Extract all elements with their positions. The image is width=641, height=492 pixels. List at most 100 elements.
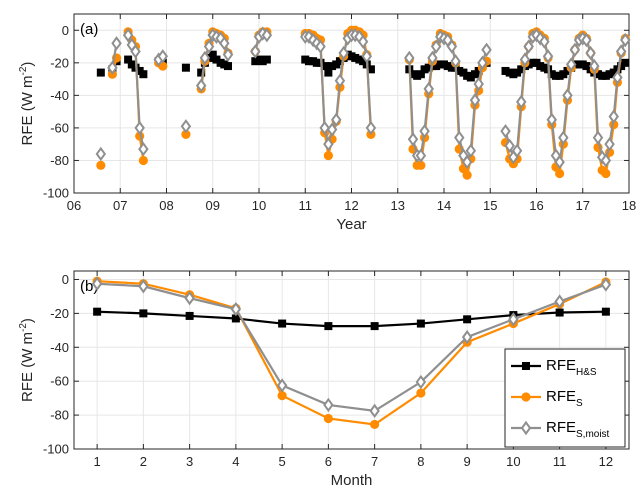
data-point-hs <box>559 70 568 79</box>
y-tick-label: 0 <box>62 23 69 38</box>
data-point-s <box>277 391 287 401</box>
x-tick-label: 4 <box>232 454 239 469</box>
data-point-moist <box>331 112 342 127</box>
data-point-moist <box>199 50 211 66</box>
data-point-hs <box>93 307 102 316</box>
data-point-hs <box>605 70 614 79</box>
data-point-hs <box>601 307 610 316</box>
data-point-moist <box>315 39 326 54</box>
data-point-hs <box>547 70 556 79</box>
data-point-moist <box>122 27 134 43</box>
data-point-moist <box>138 141 149 157</box>
x-tick-label: 9 <box>464 454 471 469</box>
data-point-hs <box>466 73 475 82</box>
data-point-hs <box>258 57 267 66</box>
x-tick-label: 3 <box>186 454 193 469</box>
data-point-hs <box>304 57 313 66</box>
data-point-moist <box>450 53 461 69</box>
data-point-moist <box>184 290 195 306</box>
y-tick-label: -100 <box>43 186 69 201</box>
data-point-s <box>181 129 191 140</box>
data-point-s <box>323 150 333 161</box>
x-tick-label: 16 <box>529 198 543 213</box>
data-point-moist <box>592 130 604 145</box>
data-point-s <box>370 419 380 430</box>
x-tick-label: 14 <box>437 198 451 213</box>
data-point-moist <box>319 120 330 136</box>
data-point-moist <box>589 58 600 74</box>
data-point-hs <box>197 68 206 77</box>
data-point-hs <box>432 62 441 71</box>
y-tick-label: -100 <box>43 442 69 457</box>
data-point-s <box>416 160 426 170</box>
data-point-hs <box>416 70 425 79</box>
data-point-moist <box>554 154 565 170</box>
data-point-moist <box>546 112 557 127</box>
legend-label: RFES <box>546 388 583 409</box>
data-point-hs <box>621 58 630 67</box>
data-point-moist <box>219 36 230 51</box>
x-tick-label: 13 <box>391 198 405 213</box>
y-tick-label: -60 <box>50 120 69 135</box>
panel-a-chart: 06 07 08 09 10 11 12 13 14 15 16 17 18 0 -20 -40 -60 -80 -… <box>18 13 636 233</box>
data-point-moist <box>585 45 596 61</box>
data-point-s <box>323 413 333 424</box>
data-point-moist <box>323 397 334 413</box>
data-point-moist <box>427 50 438 66</box>
data-point-moist <box>562 88 573 103</box>
data-point-moist <box>454 130 465 145</box>
data-point-hs <box>420 65 429 74</box>
x-tick-label: 11 <box>299 198 313 213</box>
data-point-moist <box>276 378 288 393</box>
data-point-hs <box>443 62 452 71</box>
data-point-moist <box>95 146 107 162</box>
legend-label: RFES,moist <box>546 419 610 440</box>
data-point-moist <box>157 49 169 64</box>
legend-item-moist: RFES,moist <box>511 419 610 440</box>
data-point-hs <box>139 309 148 318</box>
x-tick-label: 6 <box>325 454 332 469</box>
data-point-moist <box>134 120 145 136</box>
data-point-hs <box>416 319 425 328</box>
data-point-hs <box>328 62 337 71</box>
data-point-moist <box>419 123 430 139</box>
svg-text:RFE (W m-2): RFE (W m-2) <box>18 62 36 146</box>
data-point-moist <box>608 109 619 124</box>
data-point-moist <box>473 76 484 92</box>
data-point-s <box>416 388 426 398</box>
data-point-moist <box>520 420 532 436</box>
data-point-hs <box>185 311 194 320</box>
data-point-hs <box>320 62 329 71</box>
data-point-moist <box>504 138 515 154</box>
data-point-moist <box>581 32 592 48</box>
plot-frame <box>73 270 630 450</box>
data-point-moist <box>461 329 473 345</box>
data-point-moist <box>600 153 612 168</box>
data-point-moist <box>111 36 122 51</box>
legend-item-hs: RFEH&S <box>511 357 597 378</box>
data-point-moist <box>465 143 477 158</box>
data-point-moist <box>261 27 273 43</box>
data-point-hs <box>455 66 464 75</box>
data-point-moist <box>523 39 534 54</box>
data-point-s <box>555 168 565 179</box>
data-point-moist <box>461 154 473 170</box>
y-tick-label: -20 <box>50 306 69 321</box>
panel-b-chart: 1 2 3 4 5 6 7 8 9 10 11 120-20-40-60-80-100MonthRFE… <box>18 270 630 489</box>
data-point-moist <box>612 70 623 85</box>
svg-text:RFE (W m-2): RFE (W m-2) <box>18 318 36 402</box>
data-point-moist <box>323 136 334 152</box>
data-point-hs <box>139 70 148 79</box>
data-point-moist <box>481 42 492 58</box>
data-point-moist <box>369 403 380 419</box>
data-point-moist <box>195 78 207 93</box>
data-point-hs <box>617 62 626 71</box>
data-point-moist <box>91 276 103 291</box>
series-moist <box>95 26 631 170</box>
y-tick-label: -40 <box>50 340 69 355</box>
data-point-hs <box>324 68 333 77</box>
data-point-moist <box>620 32 631 48</box>
y-tick-label: -40 <box>50 88 69 103</box>
legend: RFEH&S RFES RFES,moist <box>504 348 626 448</box>
data-point-hs <box>212 55 221 64</box>
